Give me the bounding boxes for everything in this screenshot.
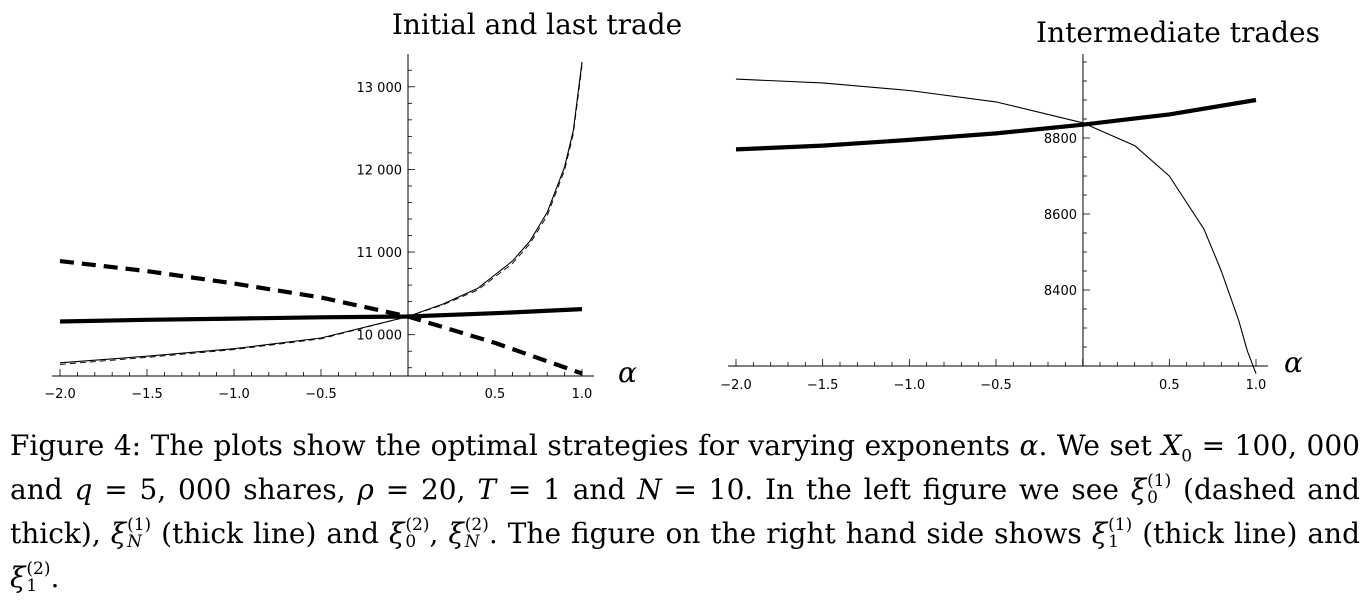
caption-text: (dashed and thick), — [10, 473, 1360, 550]
caption-xi-N-2: ξ (2) N — [448, 514, 489, 552]
plot-left-series — [59, 61, 583, 376]
x-tick-label: −2.0 — [720, 378, 752, 393]
caption-text: = 100, 000 and — [10, 429, 1360, 506]
plot-right-intermediate-trades: Intermediate trades −2.0 −1.5 −1.0 −0.5 0.5 1… — [720, 16, 1320, 393]
caption-text: = 5, 000 shares, — [104, 473, 346, 506]
caption-N: N — [637, 473, 662, 506]
plot-left-title: Initial and last trade — [392, 8, 682, 41]
x-tick-label: −0.5 — [305, 387, 337, 402]
y-tick-label: 10 000 — [357, 329, 403, 344]
plot-right-axes — [728, 54, 1268, 367]
caption-X-sub: 0 — [1181, 446, 1193, 467]
caption-xi-1-2: ξ (2) 1 — [10, 558, 51, 596]
y-tick-label: 8400 — [1044, 284, 1077, 299]
x-tick-label: 0.5 — [1159, 378, 1180, 393]
caption-text: (thick line) and — [1142, 517, 1361, 550]
plot-right-x-ticks: −2.0 −1.5 −1.0 −0.5 0.5 1.0 — [720, 378, 1266, 393]
caption-xi-0-2: ξ (2) 0 — [388, 514, 430, 552]
caption-text: (thick line) and — [161, 517, 379, 550]
caption-xi-N-1: ξ (1) N — [110, 514, 152, 552]
x-tick-label: −1.0 — [894, 378, 926, 393]
plot-right-y-ticks: 8400 8600 8800 — [1044, 132, 1077, 299]
caption-comma: , — [429, 517, 439, 550]
plot-right-title: Intermediate trades — [1036, 16, 1320, 49]
x-tick-label: −2.0 — [44, 387, 76, 402]
x-tick-label: −1.5 — [131, 387, 163, 402]
caption-text: Figure 4: The plots show the optimal str… — [10, 429, 1010, 462]
x-tick-label: 0.5 — [485, 387, 506, 402]
caption-T: T — [477, 473, 496, 506]
x-tick-label: −1.0 — [218, 387, 250, 402]
caption-period: . — [50, 561, 60, 594]
x-tick-label: −1.5 — [807, 378, 839, 393]
y-tick-label: 8800 — [1044, 132, 1077, 147]
series-line-thick — [735, 97, 1257, 152]
caption-xi-0-1: ξ (1) 0 — [1130, 470, 1172, 508]
caption-X: X — [1161, 429, 1182, 462]
caption-text: . The figure on the right hand side show… — [488, 517, 1082, 550]
series-line-thin-dashed — [59, 66, 583, 365]
x-tick-label: −0.5 — [980, 378, 1012, 393]
plot-left-x-ticks: −2.0 −1.5 −1.0 −0.5 0.5 1.0 — [44, 387, 592, 402]
caption-alpha: α — [1019, 429, 1039, 462]
figure-caption: Figure 4: The plots show the optimal str… — [10, 424, 1360, 600]
plot-left-y-ticks: 10 000 11 000 12 000 13 000 — [357, 81, 403, 344]
y-tick-label: 8600 — [1044, 208, 1077, 223]
caption-text: = 1 and — [507, 473, 626, 506]
figure-panels: Initial and last trade −2.0 −1.5 −1.0 −0.5 0… — [44, 8, 1320, 402]
caption-xi-1-1: ξ (1) 1 — [1091, 514, 1133, 552]
y-tick-label: 11 000 — [357, 246, 403, 261]
plot-right-x-axis-label: α — [1284, 346, 1303, 379]
caption-text: = 20, — [385, 473, 466, 506]
plot-left-axes — [52, 54, 594, 377]
series-line-thin — [735, 78, 1257, 374]
plot-right-series — [735, 78, 1257, 374]
series-line-thin — [59, 61, 583, 364]
caption-text: = 10. In the left figure we see — [673, 473, 1119, 506]
caption-text: . We set — [1038, 429, 1152, 462]
series-line-dashed-thick — [59, 259, 583, 376]
plot-left-initial-and-last-trade: Initial and last trade −2.0 −1.5 −1.0 −0.5 0… — [44, 8, 682, 402]
series-line-thick — [59, 307, 583, 324]
caption-rho: ρ — [357, 473, 374, 506]
y-tick-label: 12 000 — [357, 163, 403, 178]
plot-left-x-axis-label: α — [618, 356, 637, 389]
y-tick-label: 13 000 — [357, 81, 403, 96]
x-tick-label: 1.0 — [1246, 378, 1267, 393]
caption-q: q — [74, 473, 93, 506]
x-tick-label: 1.0 — [572, 387, 593, 402]
